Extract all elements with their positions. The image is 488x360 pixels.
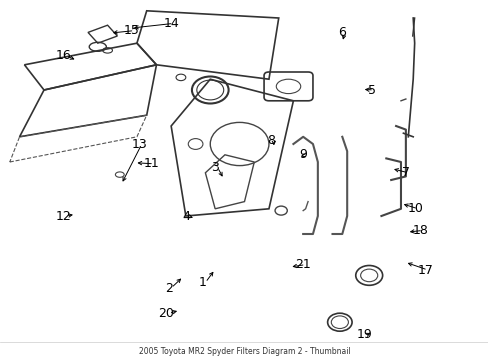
Text: 6: 6 (338, 26, 346, 39)
Text: 9: 9 (299, 148, 306, 161)
Text: 20: 20 (158, 307, 174, 320)
Text: 15: 15 (124, 24, 140, 37)
Text: 16: 16 (56, 49, 71, 62)
Text: 3: 3 (211, 161, 219, 174)
Text: 13: 13 (131, 138, 147, 150)
Text: 2005 Toyota MR2 Spyder Filters Diagram 2 - Thumbnail: 2005 Toyota MR2 Spyder Filters Diagram 2… (138, 346, 350, 356)
Text: 7: 7 (401, 166, 409, 179)
Text: 18: 18 (412, 224, 427, 237)
Text: 19: 19 (356, 328, 371, 341)
Text: 8: 8 (267, 134, 275, 147)
Text: 11: 11 (143, 157, 159, 170)
Text: 4: 4 (182, 210, 189, 222)
Text: 12: 12 (56, 210, 71, 222)
Text: 14: 14 (163, 17, 179, 30)
Text: 17: 17 (417, 264, 432, 276)
Text: 5: 5 (367, 84, 375, 96)
Text: 10: 10 (407, 202, 423, 215)
Text: 1: 1 (199, 276, 206, 289)
Text: 2: 2 (164, 282, 172, 294)
Text: 21: 21 (295, 258, 310, 271)
